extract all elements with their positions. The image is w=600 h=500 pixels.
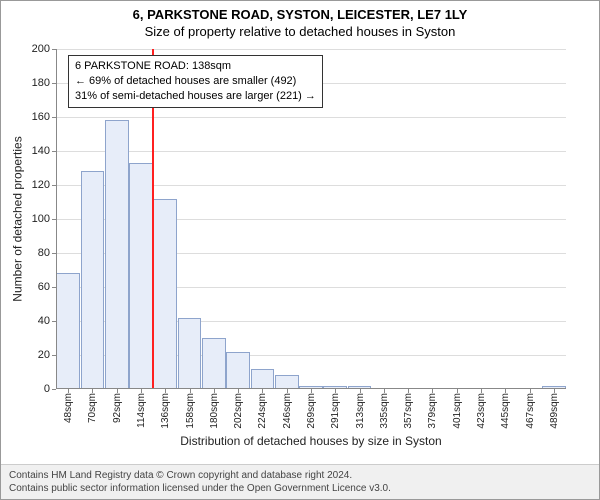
chart-container: 6, PARKSTONE ROAD, SYSTON, LEICESTER, LE…: [0, 0, 600, 500]
gridline: [56, 49, 566, 50]
xtick-mark: [360, 389, 361, 393]
footer-line-2: Contains public sector information licen…: [9, 482, 591, 495]
xtick-mark: [554, 389, 555, 393]
xtick-label: 70sqm: [87, 393, 98, 423]
histogram-bar: [153, 199, 177, 389]
xtick-label: 180sqm: [209, 393, 220, 429]
xtick-mark: [408, 389, 409, 393]
xtick-mark: [141, 389, 142, 393]
xtick-label: 48sqm: [63, 393, 74, 423]
ytick-label: 120: [32, 179, 50, 191]
xtick-mark: [505, 389, 506, 393]
footer-line-1: Contains HM Land Registry data © Crown c…: [9, 469, 591, 482]
y-axis-label: Number of detached properties: [11, 136, 25, 301]
xtick-label: 269sqm: [306, 393, 317, 429]
xtick-label: 379sqm: [427, 393, 438, 429]
xtick-mark: [530, 389, 531, 393]
gridline: [56, 117, 566, 118]
xtick-label: 445sqm: [500, 393, 511, 429]
xtick-label: 92sqm: [112, 393, 123, 423]
xtick-mark: [457, 389, 458, 393]
xtick-label: 224sqm: [257, 393, 268, 429]
xtick-label: 423sqm: [476, 393, 487, 429]
y-axis-line: [56, 49, 57, 389]
plot-area: 02040608010012014016018020048sqm70sqm92s…: [56, 49, 566, 389]
histogram-bar: [275, 375, 299, 389]
ytick-label: 160: [32, 111, 50, 123]
ytick-label: 180: [32, 77, 50, 89]
histogram-bar: [251, 369, 275, 389]
xtick-label: 158sqm: [185, 393, 196, 429]
ytick-mark: [52, 49, 56, 50]
page-subtitle: Size of property relative to detached ho…: [1, 22, 599, 43]
ytick-mark: [52, 185, 56, 186]
ytick-label: 80: [38, 247, 50, 259]
xtick-mark: [384, 389, 385, 393]
y-axis-label-wrap: Number of detached properties: [11, 49, 25, 389]
xtick-mark: [68, 389, 69, 393]
xtick-mark: [165, 389, 166, 393]
xtick-label: 114sqm: [136, 393, 147, 428]
annotation-line1: 6 PARKSTONE ROAD: 138sqm: [75, 59, 316, 74]
ytick-mark: [52, 151, 56, 152]
ytick-mark: [52, 355, 56, 356]
xtick-mark: [481, 389, 482, 393]
ytick-label: 140: [32, 145, 50, 157]
xtick-label: 291sqm: [330, 393, 341, 429]
ytick-mark: [52, 83, 56, 84]
gridline: [56, 151, 566, 152]
ytick-label: 200: [32, 43, 50, 55]
xtick-mark: [117, 389, 118, 393]
histogram-bar: [105, 120, 129, 389]
xtick-mark: [238, 389, 239, 393]
xtick-label: 467sqm: [525, 393, 536, 429]
xtick-label: 335sqm: [379, 393, 390, 429]
ytick-mark: [52, 287, 56, 288]
histogram-bar: [178, 318, 202, 389]
footer: Contains HM Land Registry data © Crown c…: [1, 464, 599, 499]
histogram-bar: [81, 171, 105, 389]
ytick-label: 100: [32, 213, 50, 225]
ytick-mark: [52, 117, 56, 118]
ytick-label: 40: [38, 315, 50, 327]
ytick-label: 20: [38, 349, 50, 361]
ytick-mark: [52, 389, 56, 390]
histogram-bar: [226, 352, 250, 389]
xtick-label: 313sqm: [355, 393, 366, 429]
xtick-label: 202sqm: [233, 393, 244, 429]
x-axis-label: Distribution of detached houses by size …: [56, 434, 566, 448]
histogram-bar: [202, 338, 226, 389]
xtick-mark: [92, 389, 93, 393]
xtick-label: 246sqm: [282, 393, 293, 429]
xtick-label: 489sqm: [549, 393, 560, 429]
page-title: 6, PARKSTONE ROAD, SYSTON, LEICESTER, LE…: [1, 1, 599, 22]
xtick-label: 401sqm: [452, 393, 463, 429]
ytick-mark: [52, 219, 56, 220]
xtick-mark: [214, 389, 215, 393]
histogram-bar: [129, 163, 153, 389]
xtick-mark: [335, 389, 336, 393]
annotation-line2: ← 69% of detached houses are smaller (49…: [75, 74, 316, 89]
annotation-line3: 31% of semi-detached houses are larger (…: [75, 89, 316, 104]
ytick-label: 60: [38, 281, 50, 293]
xtick-mark: [190, 389, 191, 393]
xtick-label: 357sqm: [403, 393, 414, 429]
xtick-mark: [311, 389, 312, 393]
ytick-mark: [52, 253, 56, 254]
histogram-bar: [56, 273, 80, 389]
xtick-label: 136sqm: [160, 393, 171, 429]
xtick-mark: [432, 389, 433, 393]
annotation-box: 6 PARKSTONE ROAD: 138sqm← 69% of detache…: [68, 55, 323, 108]
ytick-label: 0: [44, 383, 50, 395]
ytick-mark: [52, 321, 56, 322]
xtick-mark: [262, 389, 263, 393]
xtick-mark: [287, 389, 288, 393]
